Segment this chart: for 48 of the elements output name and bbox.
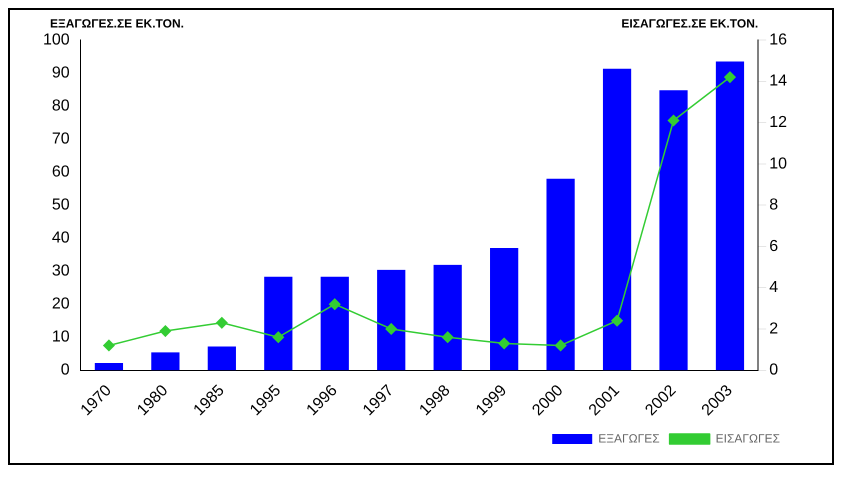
y-tick-label: 90 (52, 64, 70, 82)
point (103, 340, 115, 352)
point (216, 317, 228, 329)
bar (208, 346, 236, 370)
y2-tick-label: 0 (769, 362, 778, 379)
y2-tick-label: 4 (769, 279, 778, 296)
point (385, 323, 397, 335)
y-axis-title: ΕΞΑΓΩΓΕΣ.ΣΕ ΕΚ.ΤΟΝ. (50, 16, 184, 30)
y-tick-label: 60 (52, 164, 70, 181)
y-tick-label: 40 (52, 230, 70, 247)
point (498, 338, 510, 350)
y2-axis-title: ΕΙΣΑΓΩΓΕΣ.ΣΕ ΕΚ.ΤΟΝ. (621, 16, 758, 30)
y-tick-label: 0 (60, 362, 70, 379)
bar (434, 264, 462, 370)
bar (377, 270, 406, 370)
y-tick-label: 100 (42, 31, 70, 48)
point (272, 331, 284, 343)
y-tick-label: 80 (52, 97, 70, 114)
bar (659, 90, 688, 370)
y-tick-label: 10 (52, 328, 70, 346)
y-tick-label: 50 (52, 196, 70, 214)
y2-tick-label: 16 (769, 31, 788, 48)
y2-tick-label: 2 (769, 320, 778, 338)
y-tick-label: 30 (52, 262, 70, 280)
point (442, 331, 454, 343)
bar (490, 248, 518, 370)
bar (264, 276, 292, 370)
point (668, 114, 680, 126)
bar (94, 362, 124, 370)
bar (602, 68, 632, 370)
y-tick-label: 20 (52, 296, 70, 313)
point (160, 325, 172, 337)
bar (546, 178, 575, 370)
bar (151, 352, 180, 370)
point (329, 298, 341, 310)
y2-tick-label: 14 (769, 72, 788, 90)
y-tick-label: 70 (52, 130, 70, 148)
y2-tick-label: 10 (769, 155, 788, 172)
y2-tick-label: 12 (769, 114, 788, 131)
y2-tick-label: 6 (769, 238, 778, 255)
bar (716, 61, 744, 370)
point (724, 71, 736, 83)
y2-tick-label: 8 (769, 196, 778, 214)
point (554, 340, 566, 352)
point (611, 314, 623, 326)
legend-label: ΕΙΣΑΓΩΓΕΣ (716, 431, 780, 446)
bar (320, 276, 349, 370)
legend-label: ΕΞΑΓΩΓΕΣ (598, 431, 660, 446)
